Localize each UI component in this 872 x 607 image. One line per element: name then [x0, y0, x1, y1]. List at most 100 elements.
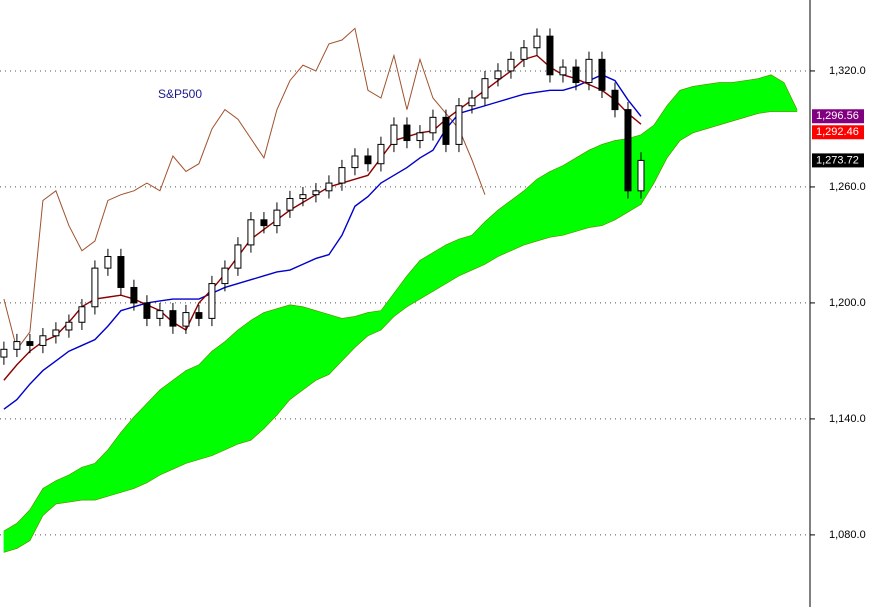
candle-body: [468, 97, 476, 107]
candle-body: [364, 155, 372, 165]
candle-body: [351, 155, 359, 169]
candle-body: [0, 348, 8, 358]
y-tick-label: 1,140.0: [829, 413, 866, 425]
candle-body: [559, 66, 567, 76]
cloud-segment: [302, 306, 317, 391]
cloud-segment: [185, 364, 200, 464]
cloud-segment: [692, 84, 707, 134]
cloud-segment: [536, 170, 551, 242]
candle-body: [78, 306, 86, 323]
candle-body: [221, 267, 229, 285]
candle-body: [169, 310, 177, 327]
candle-body: [260, 219, 268, 227]
cloud-segment: [679, 86, 694, 142]
cloud-segment: [276, 304, 291, 416]
price-label-box: [812, 125, 864, 140]
candle-body: [455, 105, 463, 145]
candle-body: [143, 302, 151, 319]
candle-body: [377, 143, 385, 165]
candle-body: [598, 58, 606, 91]
candle-body: [390, 124, 398, 145]
line-series: [3, 74, 642, 410]
candle-body: [247, 219, 255, 246]
candle-body: [507, 58, 515, 72]
candle-body: [481, 78, 489, 99]
candle-body: [637, 159, 645, 192]
cloud-segment: [81, 462, 96, 501]
candle-body: [182, 312, 190, 327]
candle-body: [52, 329, 60, 337]
cloud-segment: [159, 379, 174, 476]
candle-body: [312, 190, 320, 196]
plot-area: [0, 27, 798, 553]
cloud-segment: [263, 308, 278, 430]
candle-body: [130, 286, 138, 304]
candle-body: [65, 321, 73, 331]
cloud-segment: [562, 157, 577, 236]
cloud-segment: [744, 78, 759, 118]
cloud-edge: [3, 74, 798, 532]
candle-body: [520, 47, 528, 60]
cloud-segment: [224, 329, 239, 451]
candle-body: [611, 89, 619, 111]
candle-body: [286, 198, 294, 211]
cloud-edge: [3, 111, 797, 553]
cloud-segment: [198, 350, 213, 460]
candle-body: [546, 35, 554, 76]
candle-body: [494, 70, 502, 80]
cloud-segment: [731, 80, 746, 122]
candle-body: [104, 256, 112, 269]
candle-body: [403, 124, 411, 142]
cloud-segment: [601, 140, 616, 227]
cloud-segment: [718, 82, 733, 126]
candle-body: [208, 283, 216, 319]
candle-body: [585, 58, 593, 84]
candle-body: [39, 335, 47, 346]
candle-body: [273, 209, 281, 227]
y-tick-label: 1,200.0: [829, 297, 866, 309]
price-label-box: [812, 153, 864, 168]
cloud-segment: [458, 234, 473, 277]
cloud-segment: [315, 310, 330, 381]
candle-body: [26, 341, 34, 346]
cloud-segment: [250, 312, 265, 441]
price-label: 1,292.46: [816, 126, 859, 138]
cloud-segment: [510, 190, 525, 252]
candle-body: [195, 312, 203, 319]
candle-body: [572, 66, 580, 84]
candle-body: [325, 182, 333, 192]
cloud-segment: [419, 252, 434, 300]
cloud-segment: [172, 369, 187, 470]
cloud-segment: [549, 165, 564, 238]
cloud-segment: [146, 389, 161, 484]
line-series: [3, 54, 642, 381]
candle-body: [624, 109, 632, 192]
line-series: [3, 27, 486, 351]
candle-body: [13, 341, 21, 350]
cloud-segment: [757, 74, 772, 114]
candle-body: [429, 116, 437, 134]
candle-body: [299, 194, 307, 200]
candle-body: [416, 132, 424, 142]
cloud-segment: [705, 82, 720, 130]
candle-body: [91, 267, 99, 308]
cloud-segment: [289, 304, 304, 401]
cloud-segment: [575, 149, 590, 232]
chart-title: S&P500: [158, 87, 202, 101]
price-label: 1,273.72: [816, 154, 859, 166]
candle-body: [234, 244, 242, 269]
candle-body: [156, 310, 164, 319]
candle-body: [117, 256, 125, 288]
y-tick-label: 1,080.0: [829, 529, 866, 541]
cloud-segment: [432, 244, 447, 292]
y-tick-label: 1,320.0: [829, 65, 866, 77]
candle-body: [442, 116, 450, 145]
y-tick-label: 1,260.0: [829, 181, 866, 193]
candle-body: [338, 167, 346, 184]
y-axis: 1,080.0 1,140.0 1,200.0 1,260.0 1,320.0 1,296…: [810, 65, 866, 541]
cloud-segment: [237, 319, 252, 445]
candle-body: [533, 35, 541, 49]
cloud-segment: [133, 402, 148, 489]
cloud-segment: [588, 143, 603, 228]
